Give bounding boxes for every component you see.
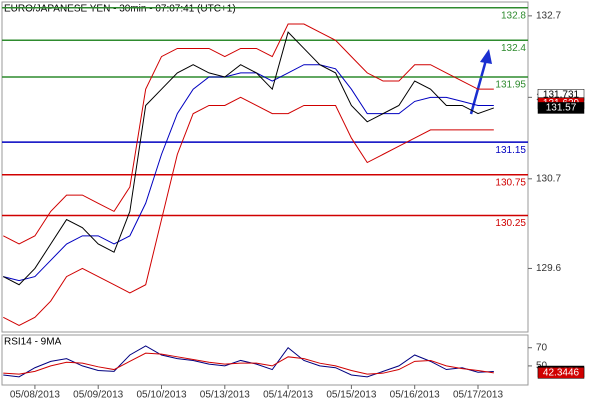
series-line (3, 64, 494, 282)
level-label: 131.15 (495, 145, 526, 156)
series-line (3, 345, 494, 378)
trend-arrow (469, 49, 492, 115)
x-tick-label: 05/14/2013 (263, 390, 313, 400)
x-tick-label: 05/15/2013 (326, 390, 376, 400)
main-panel (1, 1, 529, 333)
price-tag: 131.731 (543, 89, 580, 100)
x-tick-label: 05/16/2013 (390, 390, 440, 400)
level-label: 130.75 (495, 177, 526, 188)
price-tag: 42.3446 (543, 368, 580, 379)
y-tick-label: 70 (536, 342, 548, 353)
rsi-title: RSI14 - 9MA (4, 337, 62, 348)
level-label: 131.95 (495, 80, 526, 91)
y-tick-label: 130.7 (536, 173, 561, 184)
price-tag-box (537, 102, 585, 114)
x-tick-label: 05/09/2013 (73, 390, 123, 400)
price-tag-box (537, 367, 585, 379)
x-tick-label: 05/13/2013 (200, 390, 250, 400)
series-line (3, 352, 494, 375)
x-tick-label: 05/17/2013 (453, 390, 503, 400)
level-label: 132.4 (501, 43, 526, 54)
series-line (3, 31, 494, 286)
level-label: 132.8 (501, 10, 526, 21)
price-tag: 131.57 (546, 103, 577, 114)
chart-title: EURO/JAPANESE YEN - 30min - 07:07:41 (UT… (4, 4, 236, 15)
series-line (3, 23, 494, 245)
level-label: 130.25 (495, 218, 526, 229)
series-line (3, 96, 494, 327)
y-tick-label: 132.7 (536, 10, 561, 21)
rsi-panel (1, 334, 529, 386)
y-tick-label: 129.6 (536, 263, 561, 274)
x-tick-label: 05/10/2013 (136, 390, 186, 400)
x-tick-label: 05/08/2013 (10, 390, 60, 400)
